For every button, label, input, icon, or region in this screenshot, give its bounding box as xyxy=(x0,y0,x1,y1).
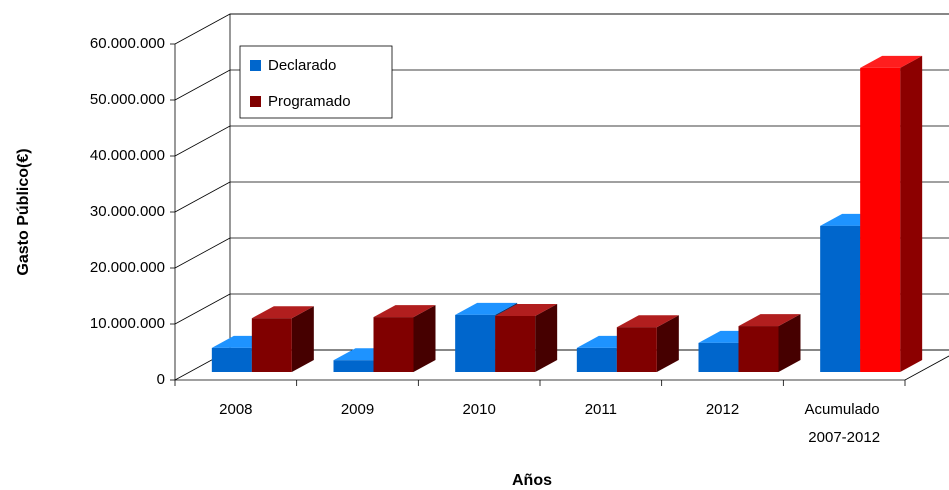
side-grid-line xyxy=(174,181,231,213)
x-axis-title: Años xyxy=(512,472,552,489)
bar-top xyxy=(251,306,314,319)
x-tick-label: 2008 xyxy=(219,401,252,418)
y-tick-label: 60.000.000 xyxy=(90,35,165,52)
y-tick-label: 50.000.000 xyxy=(90,91,165,108)
x-tick-label: Acumulado 2007-2012 xyxy=(805,401,884,446)
bar-top xyxy=(495,304,558,316)
bar-side xyxy=(900,55,923,373)
bar xyxy=(616,315,679,372)
x-tick-label: 2011 xyxy=(585,401,617,418)
bar-front xyxy=(333,360,374,372)
bar-front xyxy=(251,318,292,372)
bar-front xyxy=(738,326,779,372)
y-tick-label: 0 xyxy=(157,371,165,388)
bar xyxy=(738,314,801,372)
side-grid-line xyxy=(174,293,231,325)
bar-side xyxy=(778,314,801,372)
bar xyxy=(251,306,314,372)
legend-label: Programado xyxy=(268,93,351,110)
y-tick-label: 30.000.000 xyxy=(90,203,165,220)
bar xyxy=(373,305,436,372)
bar-front xyxy=(373,317,414,372)
bar-front xyxy=(576,347,617,372)
y-axis-title: Gasto Público(€) xyxy=(15,148,32,275)
bar-front xyxy=(616,327,657,372)
bar xyxy=(495,304,558,372)
y-tick-label: 40.000.000 xyxy=(90,147,165,164)
bar-top xyxy=(860,55,923,68)
bar-side xyxy=(291,306,314,372)
bar-front xyxy=(820,225,861,372)
side-grid-line xyxy=(174,237,231,269)
bar-front xyxy=(860,67,901,373)
side-grid-line xyxy=(174,69,231,101)
bar-side xyxy=(656,315,679,372)
bar-top xyxy=(738,314,801,327)
bar-front xyxy=(495,316,536,372)
bar-front xyxy=(698,342,739,372)
y-tick-label: 20.000.000 xyxy=(90,259,165,276)
bar-front xyxy=(211,347,252,372)
y-tick-label: 10.000.000 xyxy=(90,315,165,332)
bar-side xyxy=(413,305,436,372)
bar-side xyxy=(535,304,558,372)
bar xyxy=(860,55,923,373)
x-tick-label: 2009 xyxy=(341,401,374,418)
bar-top xyxy=(616,315,679,328)
x-tick-label: 2012 xyxy=(706,401,739,418)
x-tick-label: 2010 xyxy=(462,401,495,418)
legend-label: Declarado xyxy=(268,57,336,74)
floor-right xyxy=(904,355,949,381)
side-grid-line xyxy=(174,125,231,157)
bar-top xyxy=(455,302,518,315)
side-grid-line xyxy=(174,13,231,45)
legend-swatch xyxy=(250,60,261,71)
legend-box xyxy=(239,45,393,119)
bar-top xyxy=(373,305,436,318)
legend-swatch xyxy=(250,96,261,107)
bar-front xyxy=(455,314,496,372)
